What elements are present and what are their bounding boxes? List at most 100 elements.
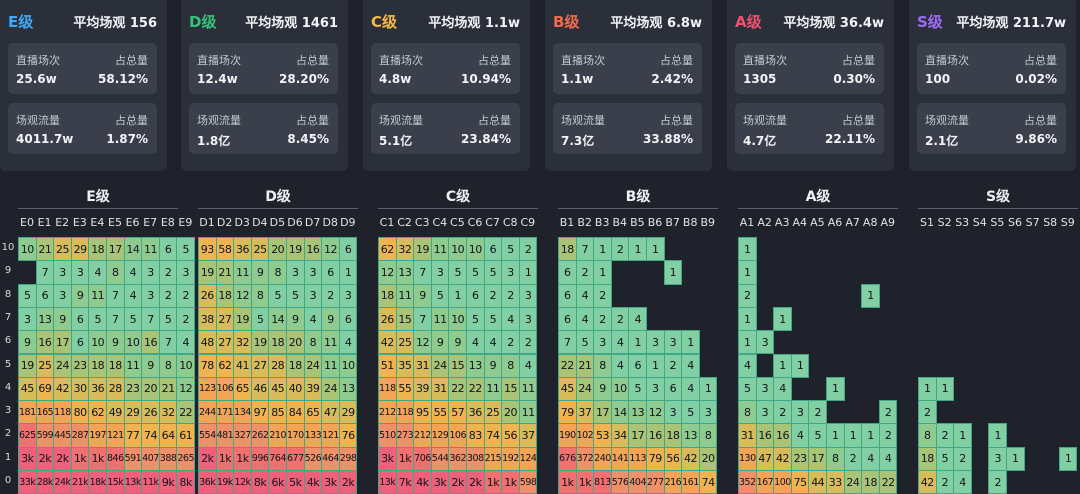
share-label: 占总量 [842, 54, 875, 67]
heatmap-cell: 277 [646, 470, 665, 494]
heatmap-cell: 19 [286, 237, 305, 262]
session-count-share: 2.42% [651, 72, 693, 86]
heatmap-cell: 36k [198, 470, 217, 494]
heatmap-cell: 33k [18, 470, 37, 494]
heatmap-cell: 3 [646, 376, 665, 402]
heatmap-cell: 265 [176, 446, 195, 471]
row-label: 8 [4, 288, 12, 300]
heatmap-cell: 5 [466, 260, 485, 285]
heatmap-cell: 41 [233, 353, 252, 378]
column-label: E2 [55, 216, 70, 229]
heatmap-cell: 58 [215, 237, 235, 262]
view-flow-label: 场观流量 [16, 114, 60, 127]
heatmap-cell: 26 [378, 306, 397, 332]
heatmap-cell: 69 [35, 376, 55, 402]
column-label: B5 [630, 216, 645, 229]
heatmap-cell: 4 [861, 446, 880, 471]
heatmap-cell: 706 [413, 446, 432, 471]
session-count-share: 0.30% [833, 72, 875, 86]
average-views: 平均场观 1461 [245, 16, 338, 31]
heatmap-cell: 2 [918, 400, 937, 425]
heatmap-cell: 1 [988, 423, 1007, 448]
heatmap-cell: 75 [790, 470, 810, 494]
heatmap-cell: 244 [198, 400, 217, 425]
heatmap-cell: 4 [878, 446, 898, 471]
card-header: C级 平均场观 1.1w [371, 11, 520, 31]
heatmap-cell: 12k [233, 470, 252, 494]
average-views: 平均场观 211.7w [956, 16, 1066, 31]
heatmap-cell: 61 [176, 423, 195, 448]
heatmap-cell: 1 [953, 423, 972, 448]
heatmap-cell: 25 [395, 330, 415, 355]
heatmap-cell: 29 [123, 400, 143, 425]
heatmap-cell: 6 [338, 237, 358, 262]
row-label: 1 [4, 451, 12, 463]
heatmap-cell: 1 [861, 423, 880, 448]
column-label: A8 [862, 216, 878, 229]
session-count-share: 58.12% [98, 72, 148, 86]
heatmap-cell: 5k [286, 470, 305, 494]
heatmap-cell: 404 [628, 470, 647, 494]
column-label: S7 [1025, 216, 1040, 229]
heatmap-cell: 95 [413, 400, 432, 425]
heatmap-cell: 3 [303, 283, 323, 308]
card-header: S级 平均场观 211.7w [917, 11, 1066, 31]
heatmap-cell: 4 [501, 306, 520, 332]
heatmap-cell: 7 [106, 283, 125, 308]
column-label: E5 [108, 216, 122, 229]
view-flow-box: 场观流量 占总量 5.1亿 23.84% [371, 103, 520, 154]
share-label: 占总量 [1024, 54, 1057, 67]
heatmap-cell: 3 [176, 260, 195, 285]
heatmap-cell: 2 [610, 306, 630, 332]
heatmap-cell: 13 [35, 306, 55, 332]
heatmap-cell: 20 [501, 400, 520, 425]
heatmap-cell: 97 [250, 400, 270, 425]
heatmap-cell: 2 [738, 283, 757, 308]
view-flow-label: 场观流量 [743, 114, 787, 127]
heatmap-cell: 1 [773, 353, 792, 378]
heatmap-cell: 13 [395, 260, 415, 285]
heatmap-cell: 79 [646, 446, 665, 471]
heatmap-cell: 3k [378, 446, 397, 471]
heatmap-cell: 5 [483, 306, 503, 332]
heatmap-cell: 2 [935, 470, 955, 494]
heatmap-cell: 16 [773, 423, 792, 448]
heatmap-cell: 10 [466, 237, 485, 262]
heatmap-cell: 18 [88, 353, 107, 378]
heatmap-cell: 1 [826, 423, 845, 448]
heatmap-cell: 2k [198, 446, 217, 471]
heatmap-cell: 3k [321, 470, 340, 494]
heatmap-cell: 5 [466, 306, 485, 332]
heatmap-cell: 216 [663, 470, 683, 494]
heatmap-cell: 42 [918, 470, 937, 494]
heatmap-cell: 42 [681, 446, 700, 471]
view-flow-box: 场观流量 占总量 4011.7w 1.87% [8, 103, 157, 154]
grid-title-underline [738, 208, 898, 209]
heatmap-cell: 26 [198, 283, 217, 308]
heatmap-cell: 5 [448, 260, 467, 285]
heatmap-cell: 5 [935, 446, 955, 471]
heatmap-cell: 4 [88, 260, 107, 285]
heatmap-cell: 121 [106, 423, 125, 448]
heatmap-cell: 2 [593, 283, 612, 308]
heatmap-cell: 7 [35, 260, 55, 285]
heatmap-cell: 16 [303, 237, 323, 262]
heatmap-cell: 3 [70, 260, 90, 285]
heatmap-cell: 5 [268, 283, 287, 308]
heatmap-cell: 18 [286, 353, 305, 378]
heatmap-cell: 17 [593, 400, 612, 425]
heatmap-cell: 9 [593, 376, 612, 402]
heatmap-cell: 5 [575, 330, 595, 355]
view-flow-label: 场观流量 [561, 114, 605, 127]
heatmap-cell: 1k [575, 470, 595, 494]
heatmap-cell: 2 [988, 470, 1007, 494]
session-count-value: 25.6w [16, 72, 57, 86]
heatmap-cell: 64 [158, 423, 178, 448]
card-header: E级 平均场观 156 [8, 11, 157, 31]
heatmap-cell: 18 [268, 330, 287, 355]
heatmap-cell: 4 [790, 423, 810, 448]
heatmap-cell: 11k [141, 470, 160, 494]
heatmap-cell: 3k [18, 446, 37, 471]
heatmap-cell: 25 [53, 237, 72, 262]
heatmap-cell: 3 [593, 330, 612, 355]
